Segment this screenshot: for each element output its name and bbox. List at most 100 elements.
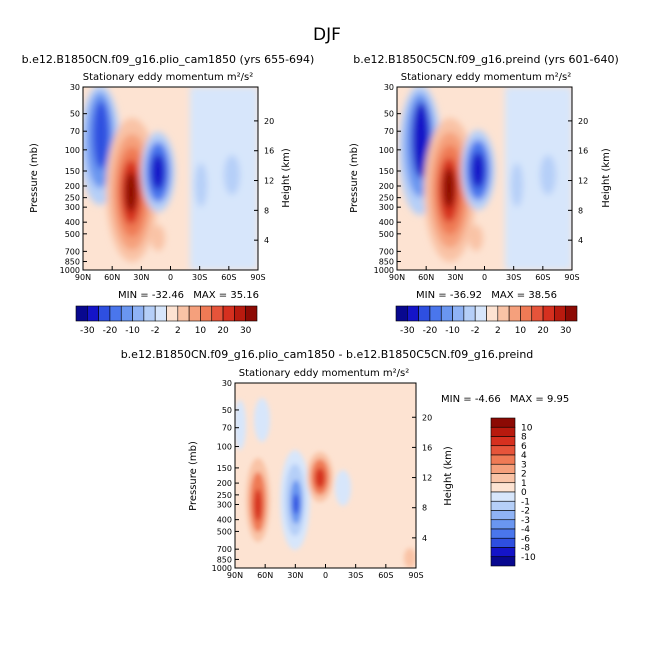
colorbar-label: 1 <box>521 479 527 489</box>
colorbar-swatch <box>452 305 465 322</box>
y2-tick-label: 4 <box>422 534 427 543</box>
y-tick-label: 250 <box>217 491 232 500</box>
y-axis-right: 4 8 12 16 20 <box>412 413 432 543</box>
y-tick-label: 1000 <box>212 564 232 573</box>
colorbar-swatch <box>497 305 510 322</box>
y-tick-label: 500 <box>379 230 394 239</box>
colorbar-swatch <box>463 305 476 322</box>
colorbar-label: 6 <box>521 442 527 452</box>
colorbar-swatch <box>222 305 235 322</box>
x-tick-label: 30N <box>287 571 303 580</box>
x-tick-label: 60N <box>104 273 120 282</box>
colorbar-label: -10 <box>521 553 536 563</box>
y-tick-label: 100 <box>217 443 232 452</box>
colorbar-label: 2 <box>495 326 501 336</box>
panel-title: Stationary eddy momentum m²/s² <box>239 368 409 379</box>
y-tick-label: 1000 <box>60 266 80 275</box>
y-tick-label: 200 <box>217 479 232 488</box>
y-tick-label: 850 <box>217 555 232 564</box>
colorbar-swatch <box>565 305 578 322</box>
x-tick-label: 90S <box>408 571 423 580</box>
x-tick-label: 30N <box>447 273 463 282</box>
y2-tick-label: 16 <box>264 147 274 156</box>
y-axis-label: Pressure (mb) <box>349 143 360 213</box>
colorbar-label: 2 <box>175 326 181 336</box>
colorbar-swatch <box>474 305 487 322</box>
colorbar-swatch <box>486 305 499 322</box>
colorbar-swatch <box>490 556 516 567</box>
y2-tick-label: 4 <box>578 236 583 245</box>
colorbar-swatch <box>75 305 88 322</box>
y-tick-label: 100 <box>65 146 80 155</box>
colorbar-label: -10 <box>445 326 460 336</box>
colorbar-label: 3 <box>521 460 527 470</box>
y-tick-label: 500 <box>65 230 80 239</box>
colorbar-label: -2 <box>521 507 530 517</box>
x-tick-label: 30S <box>348 571 363 580</box>
colorbar-right: -30 -20 -10 -2 2 10 20 30 <box>395 305 578 336</box>
y-axis-label: Pressure (mb) <box>29 143 40 213</box>
stats-readout: MIN = -4.66 MAX = 9.95 <box>441 394 569 405</box>
colorbar-swatch <box>508 305 521 322</box>
y2-tick-label: 20 <box>578 117 588 126</box>
y2-tick-label: 12 <box>264 177 274 186</box>
colorbar-label: 10 <box>515 326 527 336</box>
y2-axis-label: Height (km) <box>601 148 612 208</box>
y-tick-label: 300 <box>217 500 232 509</box>
colorbar-swatch <box>395 305 408 322</box>
colorbar-label: -30 <box>80 326 95 336</box>
x-axis: 90N 60N 30N 0 30S 60S 90S <box>75 266 266 282</box>
y2-tick-label: 16 <box>578 147 588 156</box>
panel-title: Stationary eddy momentum m²/s² <box>83 72 253 83</box>
y2-tick-label: 12 <box>422 474 432 483</box>
colorbar-swatch <box>490 463 516 474</box>
y2-tick-label: 12 <box>578 177 588 186</box>
x-tick-label: 0 <box>168 273 173 282</box>
y-tick-label: 50 <box>384 110 394 119</box>
y-tick-label: 30 <box>222 379 232 388</box>
x-tick-label: 30S <box>506 273 521 282</box>
x-tick-label: 60N <box>257 571 273 580</box>
y-tick-label: 250 <box>65 194 80 203</box>
colorbar-swatch <box>490 500 516 511</box>
y-tick-label: 700 <box>379 247 394 256</box>
y-tick-label: 1000 <box>374 266 394 275</box>
y-tick-label: 70 <box>222 424 232 433</box>
x-tick-label: 60S <box>535 273 550 282</box>
contour-field <box>83 87 258 270</box>
y-tick-label: 200 <box>379 182 394 191</box>
y-axis-right: 4 8 12 16 20 <box>254 117 274 245</box>
x-tick-label: 0 <box>482 273 487 282</box>
x-tick-label: 90S <box>564 273 579 282</box>
colorbar-label: 20 <box>537 326 549 336</box>
colorbar-left: -30 -20 -10 -2 2 10 20 30 <box>75 305 258 336</box>
colorbar-swatch <box>109 305 122 322</box>
colorbar-swatch <box>490 547 516 558</box>
colorbar-label: -8 <box>521 544 530 554</box>
colorbar-swatch <box>177 305 190 322</box>
x-tick-label: 60N <box>418 273 434 282</box>
colorbar-label: -2 <box>471 326 480 336</box>
colorbar-label: 8 <box>521 433 527 443</box>
colorbar-swatch <box>245 305 258 322</box>
x-tick-label: 60S <box>221 273 236 282</box>
x-axis: 90N 60N 30N 0 30S 60S 90S <box>389 266 580 282</box>
colorbar-label: -1 <box>521 497 530 507</box>
y-tick-label: 30 <box>384 83 394 92</box>
panel-difference: b.e12.B1850CN.f09_g16.plio_cam1850 - b.e… <box>121 348 570 580</box>
y-tick-label: 500 <box>217 527 232 536</box>
y-tick-label: 50 <box>222 406 232 415</box>
colorbar-label: 30 <box>240 326 252 336</box>
colorbar-swatch <box>166 305 179 322</box>
colorbar-swatch <box>490 436 516 447</box>
colorbar-swatch <box>234 305 246 322</box>
y2-tick-label: 8 <box>264 206 269 215</box>
colorbar-swatch <box>554 305 566 322</box>
x-tick-label: 90N <box>227 571 243 580</box>
colorbar-swatch <box>490 426 516 437</box>
colorbar-swatch <box>490 519 516 530</box>
